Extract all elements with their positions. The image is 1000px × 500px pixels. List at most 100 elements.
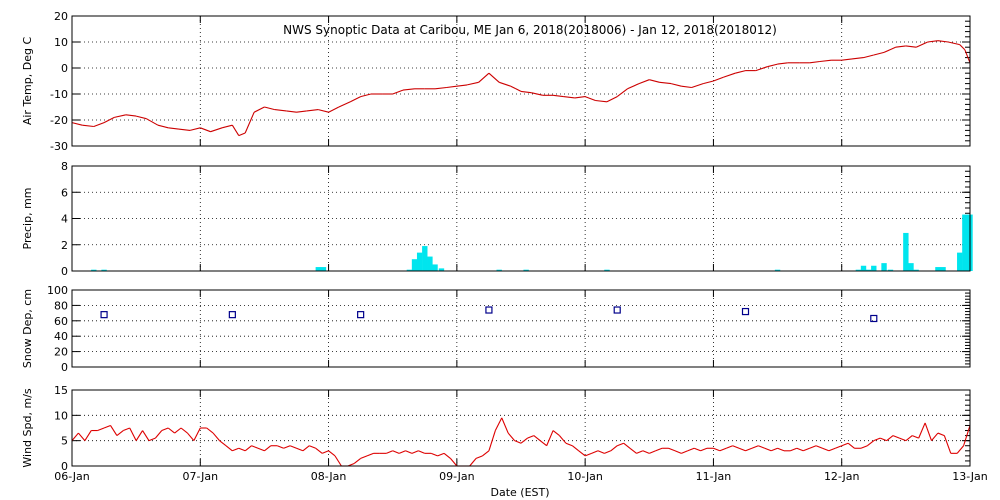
- temp-line-segment: [755, 66, 768, 72]
- temp-line-segment: [553, 94, 564, 98]
- temp-line-segment: [456, 84, 468, 87]
- wind-line-segment: [507, 432, 516, 442]
- temp-line-segment: [200, 127, 211, 133]
- temp-line-segment: [638, 79, 650, 85]
- snow-point: [357, 311, 365, 319]
- wind-line-segment: [693, 447, 701, 452]
- temp-line-segment: [264, 106, 275, 111]
- wind-line-segment: [636, 450, 644, 454]
- wind-line-segment: [289, 445, 297, 449]
- temp-line-segment: [221, 124, 233, 129]
- precip-ytick-label: 8: [61, 160, 68, 173]
- temp-ylabel: Air Temp, Deg C: [21, 37, 34, 126]
- wind-line-segment: [450, 458, 458, 467]
- precip-bar: [962, 214, 968, 271]
- wind-line-segment: [437, 452, 445, 457]
- temp-line-segment: [681, 85, 692, 89]
- temp-line-segment: [531, 92, 543, 96]
- wind-line-segment: [777, 447, 785, 452]
- wind-line-segment: [296, 447, 304, 452]
- precip-bar: [411, 259, 418, 271]
- temp-line-segment: [306, 109, 319, 112]
- wind-line-segment: [963, 425, 971, 446]
- temp-line-segment: [563, 96, 575, 99]
- wind-line-segment: [931, 432, 939, 442]
- temp-line-segment: [189, 127, 201, 131]
- temp-line-segment: [338, 101, 351, 108]
- precip-bar: [438, 268, 445, 271]
- wind-line-segment: [655, 447, 663, 452]
- wind-line-segment: [501, 417, 509, 434]
- wind-line-segment: [315, 447, 323, 454]
- snow-frame: [71, 289, 971, 368]
- wind-line-segment: [167, 427, 175, 434]
- wind-line-segment: [591, 450, 599, 454]
- snow-point: [613, 306, 621, 314]
- temp-line-segment: [515, 88, 522, 92]
- wind-ytick-label: 0: [61, 460, 68, 473]
- temp-line-segment: [114, 114, 127, 118]
- temp-line-segment: [478, 72, 490, 83]
- temp-line-segment: [71, 122, 83, 126]
- temp-line-segment: [767, 63, 778, 68]
- wind-line-segment: [84, 430, 92, 441]
- wind-line-segment: [674, 450, 682, 454]
- wind-line-segment: [392, 450, 400, 454]
- wind-line-segment: [815, 445, 823, 449]
- wind-line-segment: [617, 442, 624, 447]
- temp-line-segment: [125, 114, 137, 117]
- wind-line-segment: [219, 440, 227, 447]
- wind-line-segment: [571, 445, 580, 452]
- snow-panel: 0 20 40 60 80 100 Snow Dep, cm: [21, 284, 971, 374]
- wind-line-segment: [71, 432, 79, 442]
- wind-ytick-label: 10: [54, 409, 68, 422]
- temp-line-segment: [895, 45, 906, 48]
- temp-ytick-label: -20: [50, 114, 68, 127]
- temp-line-segment: [915, 41, 928, 48]
- wind-line-segment: [713, 447, 721, 452]
- x-tick-label: 07-Jan: [183, 470, 219, 483]
- wind-line-segment: [943, 435, 952, 454]
- wind-line-segment: [559, 435, 567, 444]
- wind-line-segment: [687, 447, 695, 452]
- temp-line-segment: [499, 81, 511, 87]
- temp-line-segment: [713, 76, 724, 82]
- temp-line-segment: [168, 127, 179, 130]
- wind-ylabel: Wind Spd, m/s: [21, 388, 34, 468]
- wind-line-segment: [482, 450, 490, 457]
- wind-line-segment: [135, 430, 144, 441]
- precip-panel: 0 2 4 6 8 Precip, mm: [21, 160, 973, 278]
- snow-ytick-label: 80: [54, 299, 68, 312]
- temp-line-segment: [238, 132, 246, 137]
- wind-line-segment: [533, 435, 541, 442]
- wind-line-segment: [937, 432, 945, 437]
- temp-line-segment: [964, 49, 971, 64]
- precip-bar: [91, 269, 97, 271]
- wind-line-segment: [405, 450, 413, 454]
- temp-line-segment: [466, 81, 479, 86]
- wind-line-segment: [847, 442, 855, 449]
- temp-line-segment: [244, 111, 255, 134]
- wind-line-segment: [796, 447, 804, 452]
- wind-line-segment: [905, 435, 913, 442]
- temp-ytick-label: -30: [50, 140, 68, 153]
- wind-line-segment: [700, 447, 708, 452]
- precip-bar: [957, 252, 963, 271]
- temp-line-segment: [584, 96, 596, 102]
- precip-bar: [604, 269, 610, 271]
- temp-line-segment: [809, 60, 820, 64]
- snow-ytick-label: 0: [61, 361, 68, 374]
- wind-line-segment: [584, 452, 592, 457]
- temp-ytick-label: -10: [50, 88, 68, 101]
- temp-line-segment: [777, 62, 788, 65]
- wind-line-segment: [604, 450, 612, 454]
- temp-line-segment: [703, 80, 714, 85]
- temp-line-segment: [659, 81, 672, 85]
- wind-line-segment: [751, 445, 759, 449]
- wind-line-segment: [251, 445, 259, 449]
- wind-line-segment: [552, 430, 560, 437]
- temp-ytick-label: 20: [54, 10, 68, 23]
- temp-line-segment: [649, 79, 660, 83]
- wind-line-segment: [494, 417, 503, 431]
- precip-bar: [881, 263, 887, 271]
